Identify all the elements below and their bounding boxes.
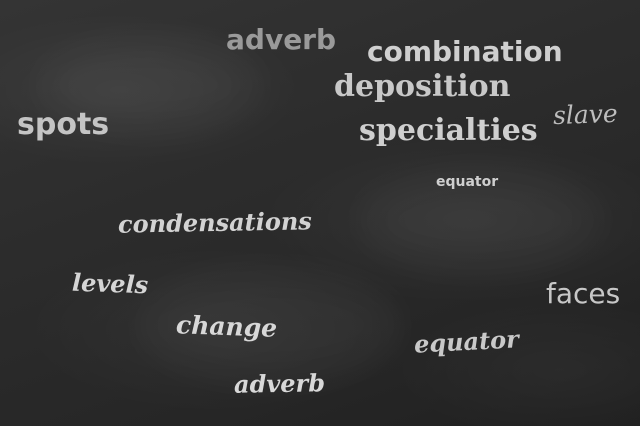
word-adverb-bottom: adverb	[233, 368, 326, 399]
word-specialties: specialties	[359, 113, 538, 148]
word-levels: levels	[71, 267, 149, 300]
word-equator-small: equator	[436, 174, 499, 190]
word-spots: spots	[17, 107, 110, 142]
word-condensations: condensations	[117, 206, 313, 239]
word-deposition: deposition	[334, 69, 511, 104]
word-adverb-top: adverb	[226, 23, 337, 56]
word-slave: slave	[552, 98, 619, 131]
word-equator-script: equator	[413, 324, 520, 359]
word-faces: faces	[546, 277, 621, 310]
word-change: change	[175, 310, 278, 343]
word-combination: combination	[367, 35, 563, 68]
